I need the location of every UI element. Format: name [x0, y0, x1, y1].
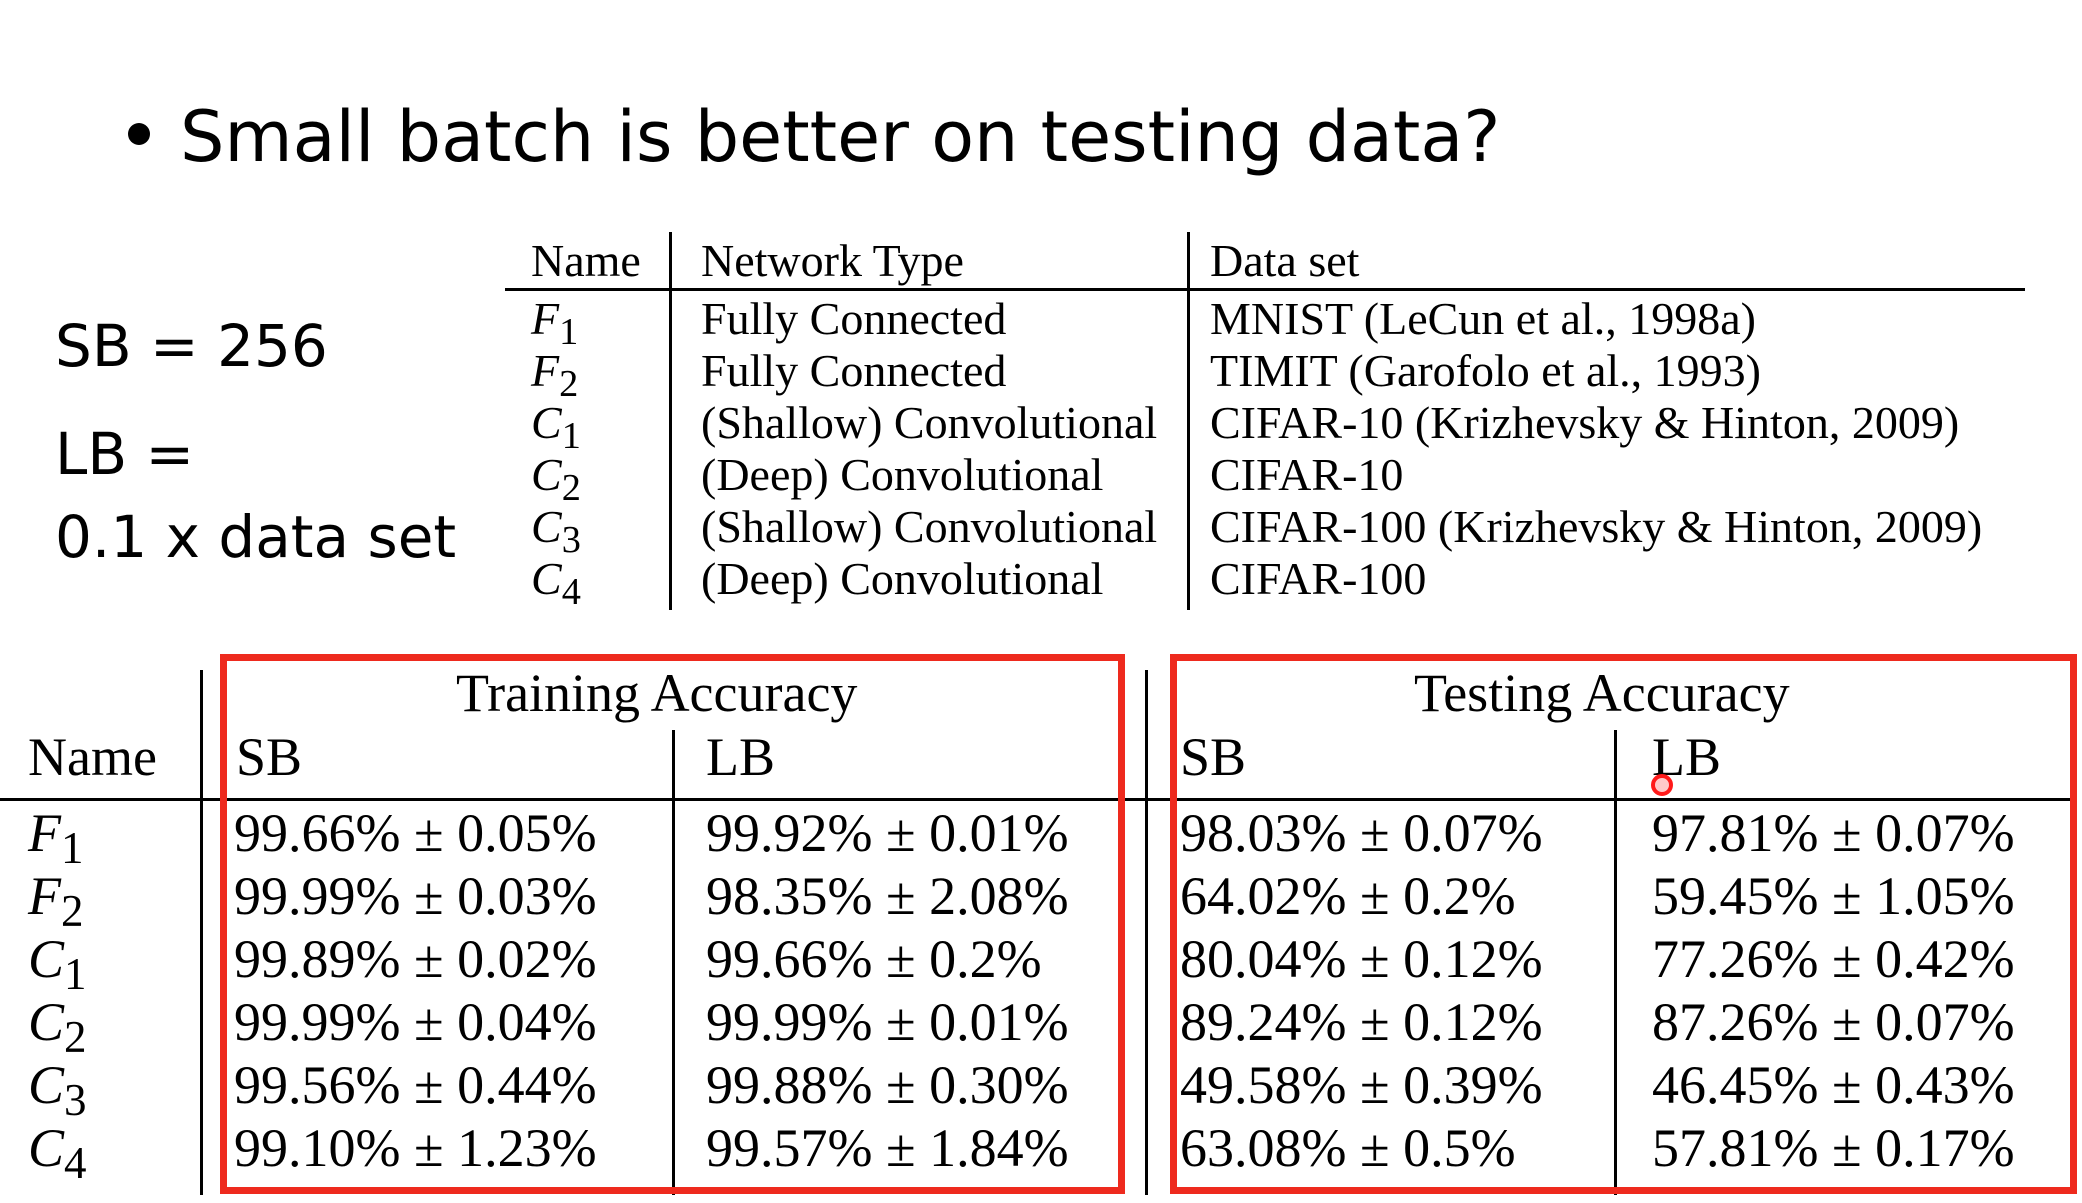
training-highlight-box — [220, 654, 1125, 1194]
table-row-data: TIMIT (Garofolo et al., 1993) — [1210, 345, 1761, 396]
train-sb-value: 99.10% ± 1.23% — [234, 1118, 597, 1178]
lb-note-2: 0.1 x data set — [55, 503, 457, 571]
test-sb-value: 80.04% ± 0.12% — [1180, 929, 1543, 989]
column-divider — [669, 232, 672, 610]
train-lb-value: 99.66% ± 0.2% — [706, 929, 1042, 989]
train-lb-value: 99.88% ± 0.30% — [706, 1055, 1069, 1115]
table-row-type: (Shallow) Convolutional — [701, 501, 1158, 552]
table-row-name: C4 — [531, 553, 581, 614]
sb-note: SB = 256 — [55, 312, 328, 380]
table-row-name: F2 — [28, 866, 84, 936]
train-lb-value: 99.99% ± 0.01% — [706, 992, 1069, 1052]
pointer-cursor-icon — [1651, 774, 1673, 796]
testing-highlight-box — [1170, 654, 2077, 1194]
train-sb-value: 99.99% ± 0.03% — [234, 866, 597, 926]
header-train-sb: SB — [236, 727, 303, 787]
table-row-name: C3 — [28, 1055, 87, 1125]
test-lb-value: 87.26% ± 0.07% — [1652, 992, 2015, 1052]
table-row-name: C3 — [531, 501, 581, 562]
train-lb-value: 98.35% ± 2.08% — [706, 866, 1069, 926]
table-row-name: F1 — [531, 293, 579, 354]
header-training-accuracy: Training Accuracy — [456, 663, 858, 723]
column-divider — [1187, 232, 1190, 610]
test-sb-value: 89.24% ± 0.12% — [1180, 992, 1543, 1052]
test-lb-value: 97.81% ± 0.07% — [1652, 803, 2015, 863]
train-lb-value: 99.92% ± 0.01% — [706, 803, 1069, 863]
header-name: Name — [531, 235, 641, 286]
test-sb-value: 64.02% ± 0.2% — [1180, 866, 1516, 926]
test-lb-value: 59.45% ± 1.05% — [1652, 866, 2015, 926]
lb-note: LB = — [55, 420, 195, 488]
header-data-set: Data set — [1210, 235, 1360, 286]
table-row-type: (Shallow) Convolutional — [701, 397, 1158, 448]
table-row-data: CIFAR-10 (Krizhevsky & Hinton, 2009) — [1210, 397, 1960, 448]
test-lb-value: 46.45% ± 0.43% — [1652, 1055, 2015, 1115]
header-test-sb: SB — [1180, 727, 1247, 787]
table-row-data: CIFAR-100 — [1210, 553, 1427, 604]
column-divider — [1614, 730, 1617, 1195]
test-lb-value: 77.26% ± 0.42% — [1652, 929, 2015, 989]
table-row-type: Fully Connected — [701, 293, 1007, 344]
train-sb-value: 99.66% ± 0.05% — [234, 803, 597, 863]
table-row-type: (Deep) Convolutional — [701, 449, 1104, 500]
table-row-name: C2 — [531, 449, 581, 510]
bullet-icon — [128, 122, 150, 145]
table-header-rule — [0, 798, 2070, 801]
table-row-type: (Deep) Convolutional — [701, 553, 1104, 604]
test-sb-value: 49.58% ± 0.39% — [1180, 1055, 1543, 1115]
test-sb-value: 63.08% ± 0.5% — [1180, 1118, 1516, 1178]
table-row-name: C1 — [28, 929, 87, 999]
table-row-data: MNIST (LeCun et al., 1998a) — [1210, 293, 1756, 344]
slide-title: Small batch is better on testing data? — [128, 92, 1500, 182]
header-testing-accuracy: Testing Accuracy — [1414, 663, 1790, 723]
table-row-name: C1 — [531, 397, 581, 458]
column-divider — [1145, 670, 1148, 1195]
networks-table: Name Network Type Data set F1 Fully Conn… — [505, 232, 2025, 613]
header-network-type: Network Type — [701, 235, 964, 286]
header-train-lb: LB — [706, 727, 776, 787]
column-divider — [200, 670, 203, 1195]
column-divider — [672, 730, 675, 1195]
header-name: Name — [28, 727, 157, 787]
train-sb-value: 99.99% ± 0.04% — [234, 992, 597, 1052]
table-row-name: F2 — [531, 345, 579, 406]
table-row-data: CIFAR-10 — [1210, 449, 1404, 500]
test-lb-value: 57.81% ± 0.17% — [1652, 1118, 2015, 1178]
table-row-type: Fully Connected — [701, 345, 1007, 396]
table-row-name: C4 — [28, 1118, 87, 1188]
table-row-data: CIFAR-100 (Krizhevsky & Hinton, 2009) — [1210, 501, 1983, 552]
table-row-name: F1 — [28, 803, 84, 873]
accuracy-table: Training Accuracy Testing Accuracy Name … — [0, 650, 2082, 1203]
table-header-rule — [505, 288, 2025, 291]
train-lb-value: 99.57% ± 1.84% — [706, 1118, 1069, 1178]
train-sb-value: 99.89% ± 0.02% — [234, 929, 597, 989]
table-row-name: C2 — [28, 992, 87, 1062]
test-sb-value: 98.03% ± 0.07% — [1180, 803, 1543, 863]
train-sb-value: 99.56% ± 0.44% — [234, 1055, 597, 1115]
slide-title-text: Small batch is better on testing data? — [180, 96, 1501, 178]
